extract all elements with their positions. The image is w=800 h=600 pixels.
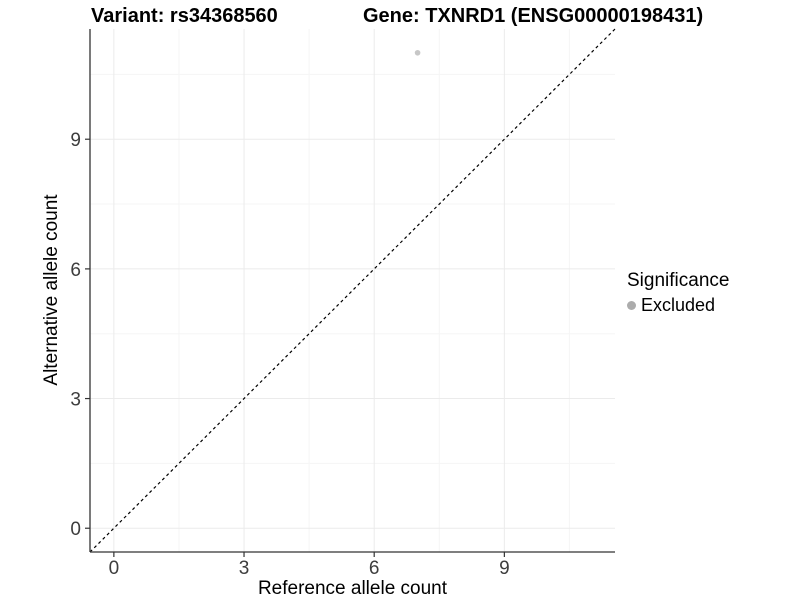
- data-point: [414, 49, 421, 56]
- plot-title-gene: Gene: TXNRD1 (ENSG00000198431): [363, 5, 704, 27]
- y-tick-label: 3: [70, 390, 81, 411]
- y-tick-label: 0: [70, 519, 81, 540]
- y-axis-title: Alternative allele count: [41, 194, 62, 386]
- x-tick-label: 3: [239, 558, 250, 579]
- x-tick-label: 0: [109, 558, 120, 579]
- legend-item-excluded: Excluded: [627, 295, 729, 316]
- x-axis-title: Reference allele count: [257, 578, 448, 599]
- legend-point-icon: [627, 301, 636, 310]
- y-tick-label: 6: [70, 260, 81, 281]
- plot-title-variant: Variant: rs34368560: [91, 5, 278, 27]
- identity-line: [89, 28, 616, 553]
- legend-title: Significance: [627, 270, 730, 291]
- x-tick-label: 6: [369, 558, 380, 579]
- legend: Significance Excluded: [627, 270, 729, 316]
- legend-item-label: Excluded: [641, 295, 716, 315]
- x-tick-label: 9: [499, 558, 510, 579]
- y-tick-label: 9: [70, 130, 81, 151]
